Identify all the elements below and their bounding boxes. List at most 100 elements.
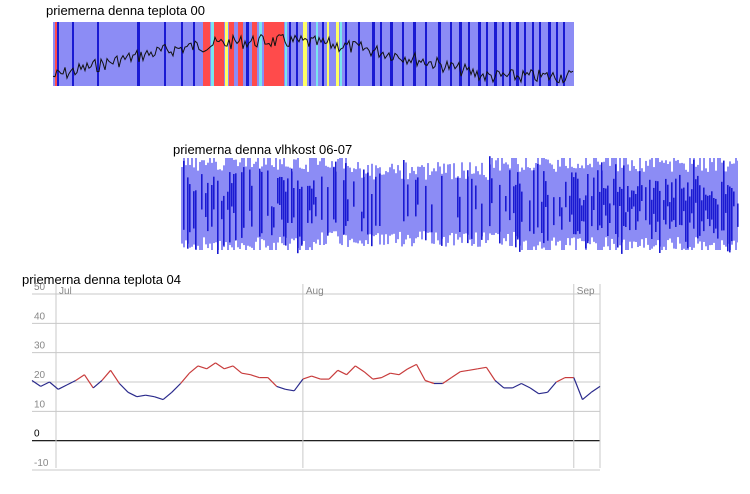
temperature-line-chart: -10 0 10 20 30 40 50 Jul Aug Sep [31,282,601,471]
stripe [345,22,347,86]
humidity-series-bar [267,170,269,216]
humidity-gap-top [407,158,409,180]
humidity-series-bar [241,172,243,238]
humidity-gap-top [683,158,685,164]
humidity-series-bar [533,170,535,234]
humidity-series-bar [581,205,583,222]
humidity-gap-top [483,158,485,175]
humidity-gap-bottom [607,246,609,250]
humidity-gap-top [551,158,553,165]
series-segment [337,369,347,376]
humidity-gap-bottom [457,239,459,250]
humidity-gap-top [687,158,689,172]
humidity-gap-bottom [347,246,349,250]
humidity-series-bar [187,177,189,249]
humidity-gap-bottom [543,247,545,250]
humidity-gap-bottom [497,234,499,250]
humidity-gap-top [727,158,729,167]
humidity-series-layer [183,156,739,254]
humidity-gap-top [507,158,509,165]
humidity-gap-top [667,158,669,165]
humidity-series-bar [363,169,365,219]
humidity-gap-bottom [273,242,275,250]
stripe [316,22,318,86]
humidity-gap-top [281,158,283,165]
humidity-gap-top [663,158,665,163]
humidity-series-bar [689,196,691,223]
humidity-gap-bottom [641,239,643,250]
humidity-gap-bottom [419,231,421,250]
series-segment [372,377,382,380]
humidity-gap-top [301,158,303,169]
humidity-gap-top [373,158,375,180]
humidity-series-bar [575,172,577,235]
humidity-gap-top [259,158,261,171]
humidity-gap-top [645,158,647,161]
humidity-gap-top [445,158,447,173]
humidity-gap-top [379,158,381,168]
humidity-gap-top [701,158,703,171]
humidity-series-bar [249,169,251,211]
humidity-gap-bottom [437,240,439,250]
humidity-gap-bottom [251,247,253,250]
humidity-gap-bottom [465,233,467,250]
humidity-gap-top [317,158,319,165]
humidity-gap-bottom [397,239,399,250]
humidity-gap-top [523,158,525,170]
humidity-series-bar [431,204,433,233]
stripe [164,22,166,86]
humidity-series-bar [599,191,601,226]
humidity-gap-top [481,158,483,163]
humidity-gap-bottom [485,242,487,250]
humidity-gap-bottom [469,239,471,250]
humidity-gap-bottom [319,244,321,250]
humidity-gap-top [437,158,439,163]
humidity-gap-bottom [263,240,265,250]
humidity-gap-bottom [495,232,497,250]
humidity-series-bar [639,171,641,212]
humidity-gap-top [455,158,457,178]
humidity-gap-bottom [349,240,351,250]
humidity-gap-bottom [277,242,279,250]
humidity-gap-bottom [475,232,477,250]
humidity-gap-top [351,158,353,172]
humidity-gap-top [557,158,559,160]
humidity-gap-top [389,158,391,168]
humidity-gap-top [287,158,289,167]
series-segment [354,365,365,373]
humidity-series-bar [379,173,381,226]
humidity-gap-bottom [481,236,483,250]
humidity-gap-top [549,158,551,164]
humidity-series-bar [571,172,573,215]
humidity-gap-bottom [257,237,259,250]
humidity-gap-bottom [645,238,647,250]
humidity-gap-bottom [689,246,691,250]
humidity-gap-top [387,158,389,173]
humidity-gap-top [199,158,201,162]
humidity-series-bar [217,180,219,254]
humidity-gap-bottom [683,248,685,250]
series-segment [31,380,42,387]
humidity-series-bar [685,200,687,242]
humidity-gap-bottom [557,241,559,250]
humidity-gap-bottom [389,235,391,250]
humidity-gap-top [677,158,679,160]
humidity-gap-top [245,158,247,167]
series-segment [110,369,120,384]
humidity-gap-bottom [669,238,671,250]
humidity-gap-top [479,158,481,175]
humidity-gap-top [477,158,479,172]
humidity-gap-bottom [473,243,475,250]
stripe-layer [55,22,565,86]
humidity-series-bar [353,181,355,207]
humidity-gap-bottom [709,245,711,250]
stripe [246,22,249,86]
humidity-series-bar [605,188,607,216]
humidity-series-bar [655,180,657,232]
humidity-gap-bottom [631,248,633,250]
y-tick-label: 40 [34,311,46,322]
humidity-gap-top [237,158,239,167]
humidity-gap-bottom [653,246,655,250]
stripe [214,22,224,86]
humidity-gap-top [465,158,467,179]
